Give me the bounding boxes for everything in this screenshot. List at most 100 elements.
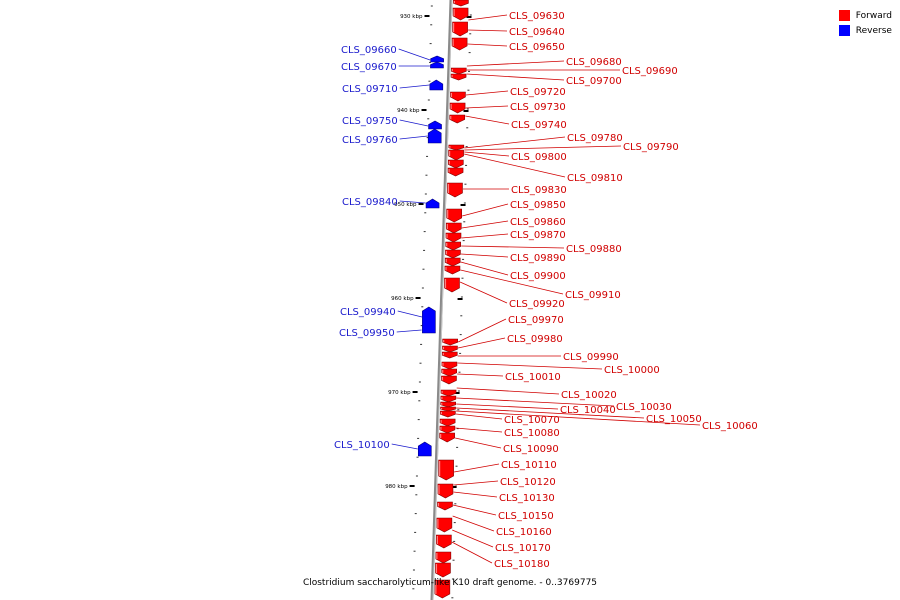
forward-gene-label: CLS_09780 bbox=[567, 133, 623, 144]
forward-gene-arrow bbox=[448, 149, 464, 161]
leader-line bbox=[457, 318, 507, 343]
forward-gene-arrow bbox=[440, 410, 456, 418]
leader-line bbox=[460, 269, 564, 295]
forward-gene-arrow bbox=[452, 7, 469, 21]
reverse-gene-label: CLS_09670 bbox=[341, 62, 397, 73]
forward-gene-label: CLS_10060 bbox=[702, 421, 758, 432]
forward-gene-arrow bbox=[449, 114, 466, 124]
forward-gene-label: CLS_09890 bbox=[510, 253, 566, 264]
leader-line bbox=[461, 220, 509, 229]
forward-gene-label: CLS_10110 bbox=[501, 460, 557, 471]
gene-arrows bbox=[417, 0, 469, 599]
leader-line bbox=[456, 397, 615, 407]
forward-gene-arrow bbox=[439, 425, 456, 434]
forward-gene-arrow bbox=[444, 277, 460, 293]
leader-line bbox=[456, 407, 645, 419]
leader-line bbox=[451, 541, 493, 564]
forward-gene-label: CLS_09880 bbox=[566, 244, 622, 255]
reverse-gene-arrow bbox=[422, 306, 436, 334]
ruler-label: 970 kbp bbox=[388, 390, 411, 396]
ruler-label: 980 kbp bbox=[385, 484, 408, 490]
leader-line bbox=[459, 281, 508, 304]
forward-gene-arrow bbox=[435, 551, 452, 564]
forward-gene-arrow bbox=[442, 345, 458, 353]
forward-gene-arrow bbox=[440, 389, 457, 397]
leader-line bbox=[461, 245, 565, 249]
forward-gene-arrow bbox=[447, 182, 463, 198]
reverse-gene-label: CLS_09940 bbox=[340, 307, 396, 318]
leader-line bbox=[460, 261, 509, 276]
leader-line bbox=[468, 14, 508, 21]
forward-gene-arrow bbox=[445, 232, 462, 243]
leader-line bbox=[457, 337, 506, 349]
reverse-gene-label: CLS_10100 bbox=[334, 440, 390, 451]
reverse-gene-arrow bbox=[430, 55, 444, 63]
reverse-gene-label: CLS_09950 bbox=[339, 328, 395, 339]
forward-gene-arrow bbox=[447, 167, 464, 177]
forward-gene-label: CLS_09700 bbox=[566, 76, 622, 87]
leader-line bbox=[453, 480, 499, 486]
leader-line bbox=[457, 362, 603, 370]
forward-gene-label: CLS_10130 bbox=[499, 493, 555, 504]
forward-gene-label: CLS_10080 bbox=[504, 428, 560, 439]
reverse-gene-arrow bbox=[425, 198, 440, 209]
forward-gene-label: CLS_10170 bbox=[495, 543, 551, 554]
forward-gene-label: CLS_09900 bbox=[510, 271, 566, 282]
ruler-label: 930 kbp bbox=[400, 14, 423, 20]
forward-gene-arrow bbox=[437, 483, 454, 499]
forward-gene-arrow bbox=[452, 21, 468, 37]
forward-gene-label: CLS_09640 bbox=[509, 27, 565, 38]
forward-gene-arrow bbox=[445, 241, 462, 251]
leader-line bbox=[453, 463, 500, 473]
leader-line bbox=[452, 504, 497, 516]
leader-line bbox=[398, 48, 431, 61]
forward-gene-label: CLS_09650 bbox=[509, 42, 565, 53]
forward-gene-arrow bbox=[450, 73, 467, 81]
leader-line bbox=[456, 403, 559, 410]
leader-line bbox=[397, 310, 423, 318]
forward-gene-arrow bbox=[439, 432, 455, 443]
forward-gene-label: CLS_10090 bbox=[503, 444, 559, 455]
forward-gene-label: CLS_09990 bbox=[563, 352, 619, 363]
reverse-gene-label: CLS_09710 bbox=[342, 84, 398, 95]
forward-gene-label: CLS_09860 bbox=[510, 217, 566, 228]
reverse-gene-arrow bbox=[417, 441, 432, 457]
legend-forward: Forward bbox=[838, 8, 892, 23]
forward-gene-label: CLS_09720 bbox=[510, 87, 566, 98]
forward-gene-label: CLS_09830 bbox=[511, 185, 567, 196]
forward-gene-arrow bbox=[438, 459, 454, 481]
forward-gene-arrow bbox=[439, 418, 456, 427]
forward-gene-arrow bbox=[444, 265, 461, 275]
leader-line bbox=[464, 151, 510, 157]
leader-line bbox=[452, 515, 495, 532]
leader-line bbox=[399, 84, 430, 89]
forward-gene-arrow bbox=[437, 501, 453, 511]
forward-gene-label: CLS_09910 bbox=[565, 290, 621, 301]
forward-gene-arrow bbox=[445, 222, 462, 234]
leader-line bbox=[456, 387, 560, 395]
forward-gene-label: CLS_09980 bbox=[507, 334, 563, 345]
forward-gene-label: CLS_10040 bbox=[560, 405, 616, 416]
genome-backbone bbox=[430, 0, 453, 600]
forward-gene-label: CLS_09790 bbox=[623, 142, 679, 153]
forward-gene-label: CLS_09680 bbox=[566, 57, 622, 68]
forward-gene-label: CLS_09730 bbox=[510, 102, 566, 113]
forward-gene-arrow bbox=[441, 368, 458, 377]
leader-line bbox=[455, 437, 502, 449]
forward-gene-label: CLS_09630 bbox=[509, 11, 565, 22]
reverse-swatch bbox=[838, 25, 850, 36]
kbp-ruler: 930 kbp 940 kbp 950 kbp 960 kbp 970 kbp 980 k… bbox=[385, 14, 472, 490]
forward-gene-label: CLS_10070 bbox=[504, 415, 560, 426]
forward-gene-label: CLS_10030 bbox=[616, 402, 672, 413]
forward-gene-arrow bbox=[453, 0, 469, 7]
forward-gene-arrow bbox=[451, 37, 468, 51]
forward-gene-arrow bbox=[440, 395, 457, 403]
leader-line bbox=[399, 135, 428, 140]
forward-gene-arrow bbox=[441, 351, 458, 359]
leader-line bbox=[467, 43, 508, 47]
forward-gene-arrow bbox=[450, 67, 467, 75]
leader-line bbox=[462, 203, 509, 217]
forward-gene-arrow bbox=[446, 208, 462, 223]
